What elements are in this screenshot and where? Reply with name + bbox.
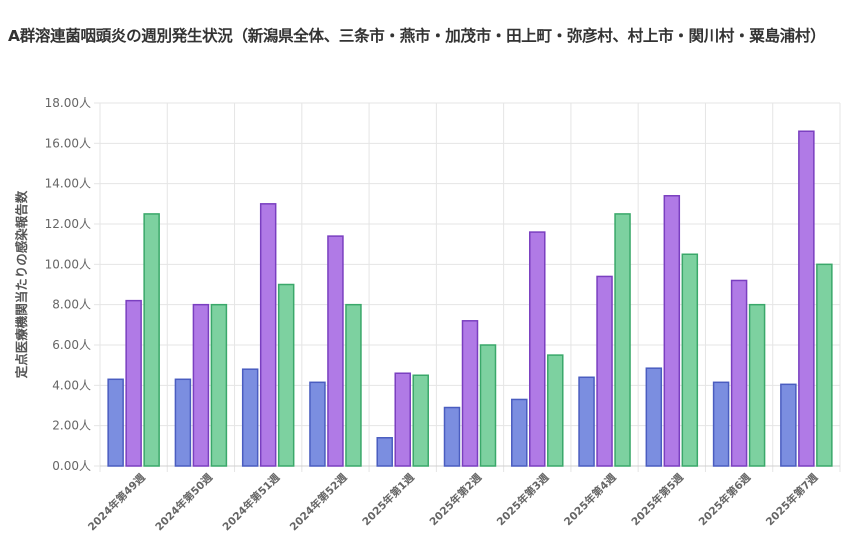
y-tick-label: 12.00人	[45, 217, 91, 231]
x-tick-label: 2025年第6週	[696, 471, 754, 529]
bar-series-1	[578, 376, 595, 467]
bar-series-2	[596, 275, 613, 467]
bar-series-2	[798, 130, 815, 467]
y-tick-label: 18.00人	[45, 96, 91, 110]
bar-series-2	[192, 303, 210, 467]
bar-series-1	[376, 437, 393, 467]
x-tick-label: 2025年第2週	[427, 471, 485, 529]
bar-series-2	[259, 203, 277, 467]
bar-series-3	[816, 263, 833, 467]
x-axis-ticks: 2024年第49週 2024年第50週 2024年第51週 2024年第52週 2025…	[85, 471, 821, 534]
x-tick-label: 2025年第4週	[561, 471, 619, 529]
bar-series-1	[645, 367, 663, 467]
bars	[107, 130, 833, 467]
bar-series-1	[107, 378, 124, 467]
bar-series-1	[443, 406, 461, 467]
y-axis-ticks: 0.00人 2.00人 4.00人 6.00人 8.00人 10.00人 12.00人 14.…	[45, 96, 91, 473]
bar-series-3	[748, 303, 766, 467]
chart-title: A群溶連菌咽頭炎の週別発生状況（新潟県全体、三条市・燕市・加茂市・田上町・弥彦村…	[8, 27, 826, 45]
x-tick-label: 2024年第50週	[153, 471, 216, 534]
bar-series-3	[479, 344, 497, 467]
y-tick-label: 2.00人	[52, 419, 91, 433]
x-tick-label: 2024年第52週	[287, 471, 350, 534]
bar-series-1	[309, 381, 326, 467]
bar-series-2	[125, 299, 142, 467]
bar-series-3	[614, 213, 631, 467]
bar-series-1	[174, 378, 192, 467]
x-tick-label: 2025年第1週	[360, 471, 418, 529]
bar-series-2	[730, 279, 748, 467]
x-tick-label: 2025年第3週	[494, 471, 552, 529]
x-tick-label: 2024年第51週	[220, 471, 283, 534]
bar-series-3	[210, 303, 228, 467]
bar-series-3	[277, 283, 295, 467]
bar-series-2	[529, 231, 546, 467]
x-tick-label: 2024年第49週	[85, 471, 148, 534]
bar-series-3	[143, 213, 160, 467]
x-tick-label: 2025年第7週	[763, 471, 821, 529]
y-tick-label: 6.00人	[52, 338, 91, 352]
y-tick-label: 10.00人	[45, 257, 91, 271]
y-tick-label: 8.00人	[52, 298, 91, 312]
y-tick-label: 16.00人	[45, 136, 91, 150]
bar-series-1	[511, 398, 528, 467]
bar-series-1	[780, 383, 797, 467]
bar-series-3	[681, 253, 699, 467]
bar-series-3	[412, 374, 429, 467]
bar-series-2	[394, 372, 411, 467]
bar-series-2	[327, 235, 344, 467]
bar-series-2	[663, 195, 681, 467]
y-tick-label: 14.00人	[45, 177, 91, 191]
bar-series-3	[547, 354, 564, 467]
y-tick-label: 0.00人	[52, 459, 91, 473]
bar-series-3	[345, 303, 362, 467]
grid-lines	[94, 102, 841, 472]
y-axis-label: 定点医療機関当たりの感染報告数	[14, 190, 29, 379]
y-tick-label: 4.00人	[52, 378, 91, 392]
bar-series-2	[461, 320, 479, 467]
bar-series-1	[241, 368, 259, 467]
x-tick-label: 2025年第5週	[629, 471, 687, 529]
bar-series-1	[712, 381, 730, 467]
